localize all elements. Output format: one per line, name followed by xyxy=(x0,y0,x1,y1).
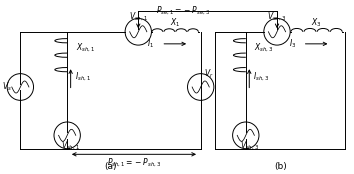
Text: $I_3$: $I_3$ xyxy=(289,38,296,50)
Text: $V_{sh,1}$: $V_{sh,1}$ xyxy=(61,139,80,152)
Text: $P_{se,1}=-P_{se,3}$: $P_{se,1}=-P_{se,3}$ xyxy=(156,5,210,17)
Text: $V_s$: $V_s$ xyxy=(2,81,12,93)
Text: $I_{sh,3}$: $I_{sh,3}$ xyxy=(253,70,270,83)
Text: $I_1$: $I_1$ xyxy=(147,38,154,50)
Text: $V_{sh,3}$: $V_{sh,3}$ xyxy=(240,139,259,152)
Text: $I_{sh,1}$: $I_{sh,1}$ xyxy=(75,70,91,83)
Text: $X_3$: $X_3$ xyxy=(311,16,322,29)
Text: $X_{sh,3}$: $X_{sh,3}$ xyxy=(255,42,274,54)
Text: $V_{se,3}$: $V_{se,3}$ xyxy=(268,10,286,23)
Text: $V_{se,1}$: $V_{se,1}$ xyxy=(129,10,148,23)
Text: (b): (b) xyxy=(274,162,287,171)
Text: $X_1$: $X_1$ xyxy=(170,16,181,29)
Text: $V_r$: $V_r$ xyxy=(204,67,214,80)
Text: $P_{sh,1}=-P_{sh,3}$: $P_{sh,1}=-P_{sh,3}$ xyxy=(107,157,161,169)
Text: (a): (a) xyxy=(104,162,117,171)
Text: $X_{sh,1}$: $X_{sh,1}$ xyxy=(76,42,95,54)
